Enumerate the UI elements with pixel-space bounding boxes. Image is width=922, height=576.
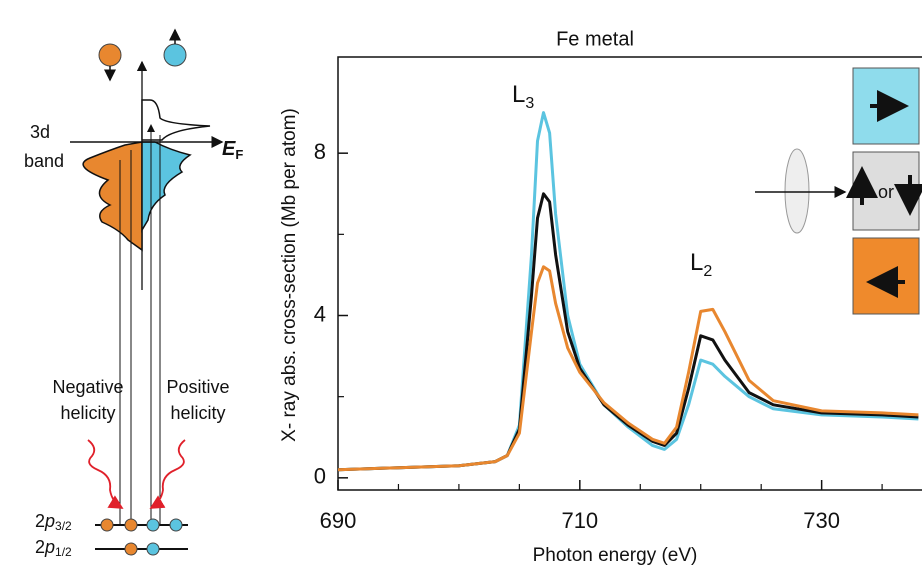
- peak-label-text: L: [512, 81, 525, 108]
- y-tick-label: 8: [314, 139, 326, 164]
- series-line: [337, 111, 919, 472]
- diagram: 3d band EF Negative helicity Positive he…: [24, 28, 243, 559]
- core-electron: [146, 542, 160, 556]
- peak-label-sub: 2: [703, 263, 712, 280]
- band-label: 3d: [30, 122, 50, 142]
- peak-label-text: L: [690, 249, 703, 276]
- plot-frame: [337, 56, 922, 491]
- core-electron: [169, 518, 183, 532]
- spin-down-electron: [98, 43, 122, 67]
- core-electron: [100, 518, 114, 532]
- spin-up-electron: [163, 43, 187, 67]
- helicity-label: Negative: [52, 377, 123, 397]
- photon-negative: [87, 439, 124, 509]
- dos-majority: [141, 141, 192, 233]
- fermi-label: EF: [222, 138, 243, 162]
- polarization-disc: [784, 148, 810, 234]
- helicity-label: helicity: [60, 403, 115, 423]
- polarization-panel: or: [755, 67, 922, 315]
- helicity-label: Positive: [166, 377, 229, 397]
- level-label: 2p1/2: [35, 537, 72, 559]
- peak-label: L3: [512, 81, 534, 112]
- peak-label: L2: [690, 249, 712, 280]
- dos-total: [141, 99, 211, 141]
- x-tick-label: 730: [803, 508, 840, 533]
- chart-title: Fe metal: [556, 28, 634, 50]
- peak-label-sub: 3: [525, 95, 534, 112]
- x-tick-label: 690: [320, 508, 357, 533]
- or-label: or: [878, 182, 894, 202]
- dos-minority: [82, 141, 143, 252]
- series-line: [337, 265, 919, 472]
- y-tick-label: 0: [314, 464, 326, 489]
- photon-positive: [149, 439, 186, 509]
- core-electron: [124, 542, 138, 556]
- box-negative: [852, 237, 920, 315]
- y-axis-label: X- ray abs. cross-section (Mb per atom): [279, 108, 300, 442]
- core-electron: [124, 518, 138, 532]
- x-tick-label: 710: [561, 508, 598, 533]
- x-axis-label: Photon energy (eV): [533, 545, 698, 566]
- band-label: band: [24, 151, 64, 171]
- core-electron: [146, 518, 160, 532]
- level-label: 2p3/2: [35, 511, 72, 533]
- helicity-label: helicity: [170, 403, 225, 423]
- y-tick-label: 4: [314, 301, 326, 326]
